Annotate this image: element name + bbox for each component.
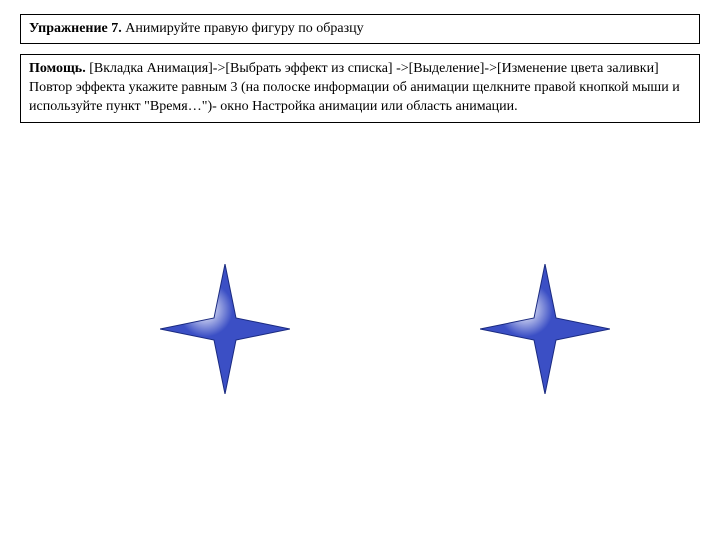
exercise-box: Упражнение 7. Анимируйте правую фигуру п…	[20, 14, 700, 44]
help-box: Помощь. [Вкладка Анимация]->[Выбрать эфф…	[20, 54, 700, 123]
star-left	[160, 264, 290, 399]
star-shape-icon	[480, 264, 610, 394]
exercise-instruction: Анимируйте правую фигуру по образцу	[122, 21, 364, 36]
exercise-title: Упражнение 7. Анимируйте правую фигуру п…	[29, 20, 691, 38]
star-shape-icon	[160, 264, 290, 394]
help-text: Помощь. [Вкладка Анимация]->[Выбрать эфф…	[29, 60, 691, 117]
star-right	[480, 264, 610, 399]
help-label: Помощь.	[29, 61, 86, 76]
help-content: [Вкладка Анимация]->[Выбрать эффект из с…	[29, 61, 680, 114]
exercise-label: Упражнение 7.	[29, 21, 122, 36]
